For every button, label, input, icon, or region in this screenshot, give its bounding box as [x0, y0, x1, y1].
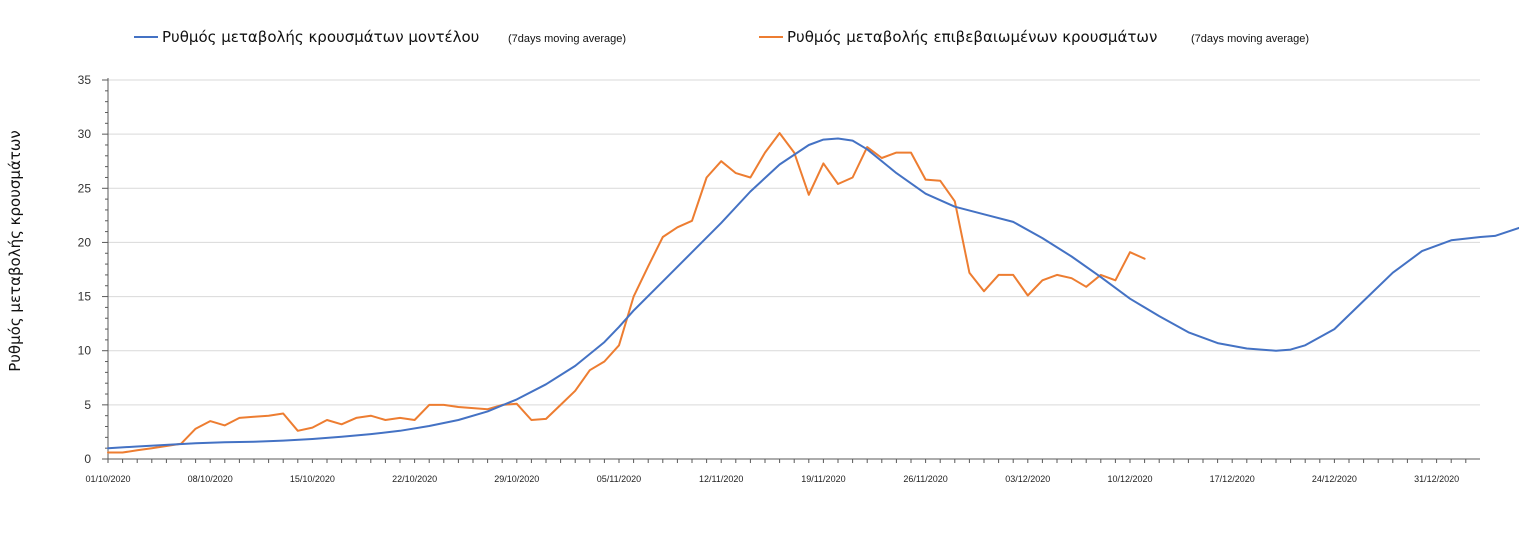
x-tick-label: 22/10/2020: [392, 474, 437, 484]
y-tick-label: 0: [84, 452, 91, 466]
y-tick-label: 5: [84, 398, 91, 412]
x-axis-ticks: 01/10/2020 08/10/2020 15/10/2020 22/10/2020…: [85, 474, 1459, 484]
x-tick-label: 17/12/2020: [1210, 474, 1255, 484]
y-tick-label: 30: [78, 127, 92, 141]
y-axis-ticks: 0 5 10 15 20 25 30 35: [78, 73, 92, 466]
x-tick-label: 31/12/2020: [1414, 474, 1459, 484]
x-tick-label: 05/11/2020: [597, 474, 641, 484]
series: [107, 132, 1519, 454]
y-tick-label: 10: [78, 344, 92, 358]
x-tick-label: 12/11/2020: [699, 474, 743, 484]
legend-note-model: (7days moving average): [508, 33, 626, 45]
legend-label-confirmed: Ρυθμός μεταβολής επιβεβαιωμένων κρουσμάτ…: [787, 28, 1157, 46]
x-tick-label: 29/10/2020: [494, 474, 539, 484]
x-tick-label: 08/10/2020: [188, 474, 233, 484]
series-line-confirmed: [107, 132, 1146, 454]
y-axis-label: Ρυθμός μεταβολής κρουσμάτων: [6, 130, 24, 372]
y-tick-label: 15: [78, 290, 92, 304]
x-tick-label: 19/11/2020: [801, 474, 845, 484]
legend-label-model: Ρυθμός μεταβολής κρουσμάτων μοντέλου: [162, 28, 479, 46]
x-tick-label: 15/10/2020: [290, 474, 335, 484]
gridlines: [108, 79, 1480, 406]
y-tick-label: 35: [78, 73, 92, 87]
x-tick-label: 24/12/2020: [1312, 474, 1357, 484]
axes: [102, 78, 1480, 463]
series-line-model: [107, 137, 1519, 450]
y-tick-label: 20: [78, 235, 92, 249]
x-tick-label: 26/11/2020: [903, 474, 947, 484]
x-tick-label: 03/12/2020: [1005, 474, 1050, 484]
x-tick-label: 01/10/2020: [85, 474, 130, 484]
legend-note-confirmed: (7days moving average): [1191, 33, 1309, 45]
y-tick-label: 25: [78, 181, 92, 195]
x-tick-label: 10/12/2020: [1107, 474, 1152, 484]
legend: Ρυθμός μεταβολής κρουσμάτων μοντέλου (7d…: [134, 28, 1309, 46]
